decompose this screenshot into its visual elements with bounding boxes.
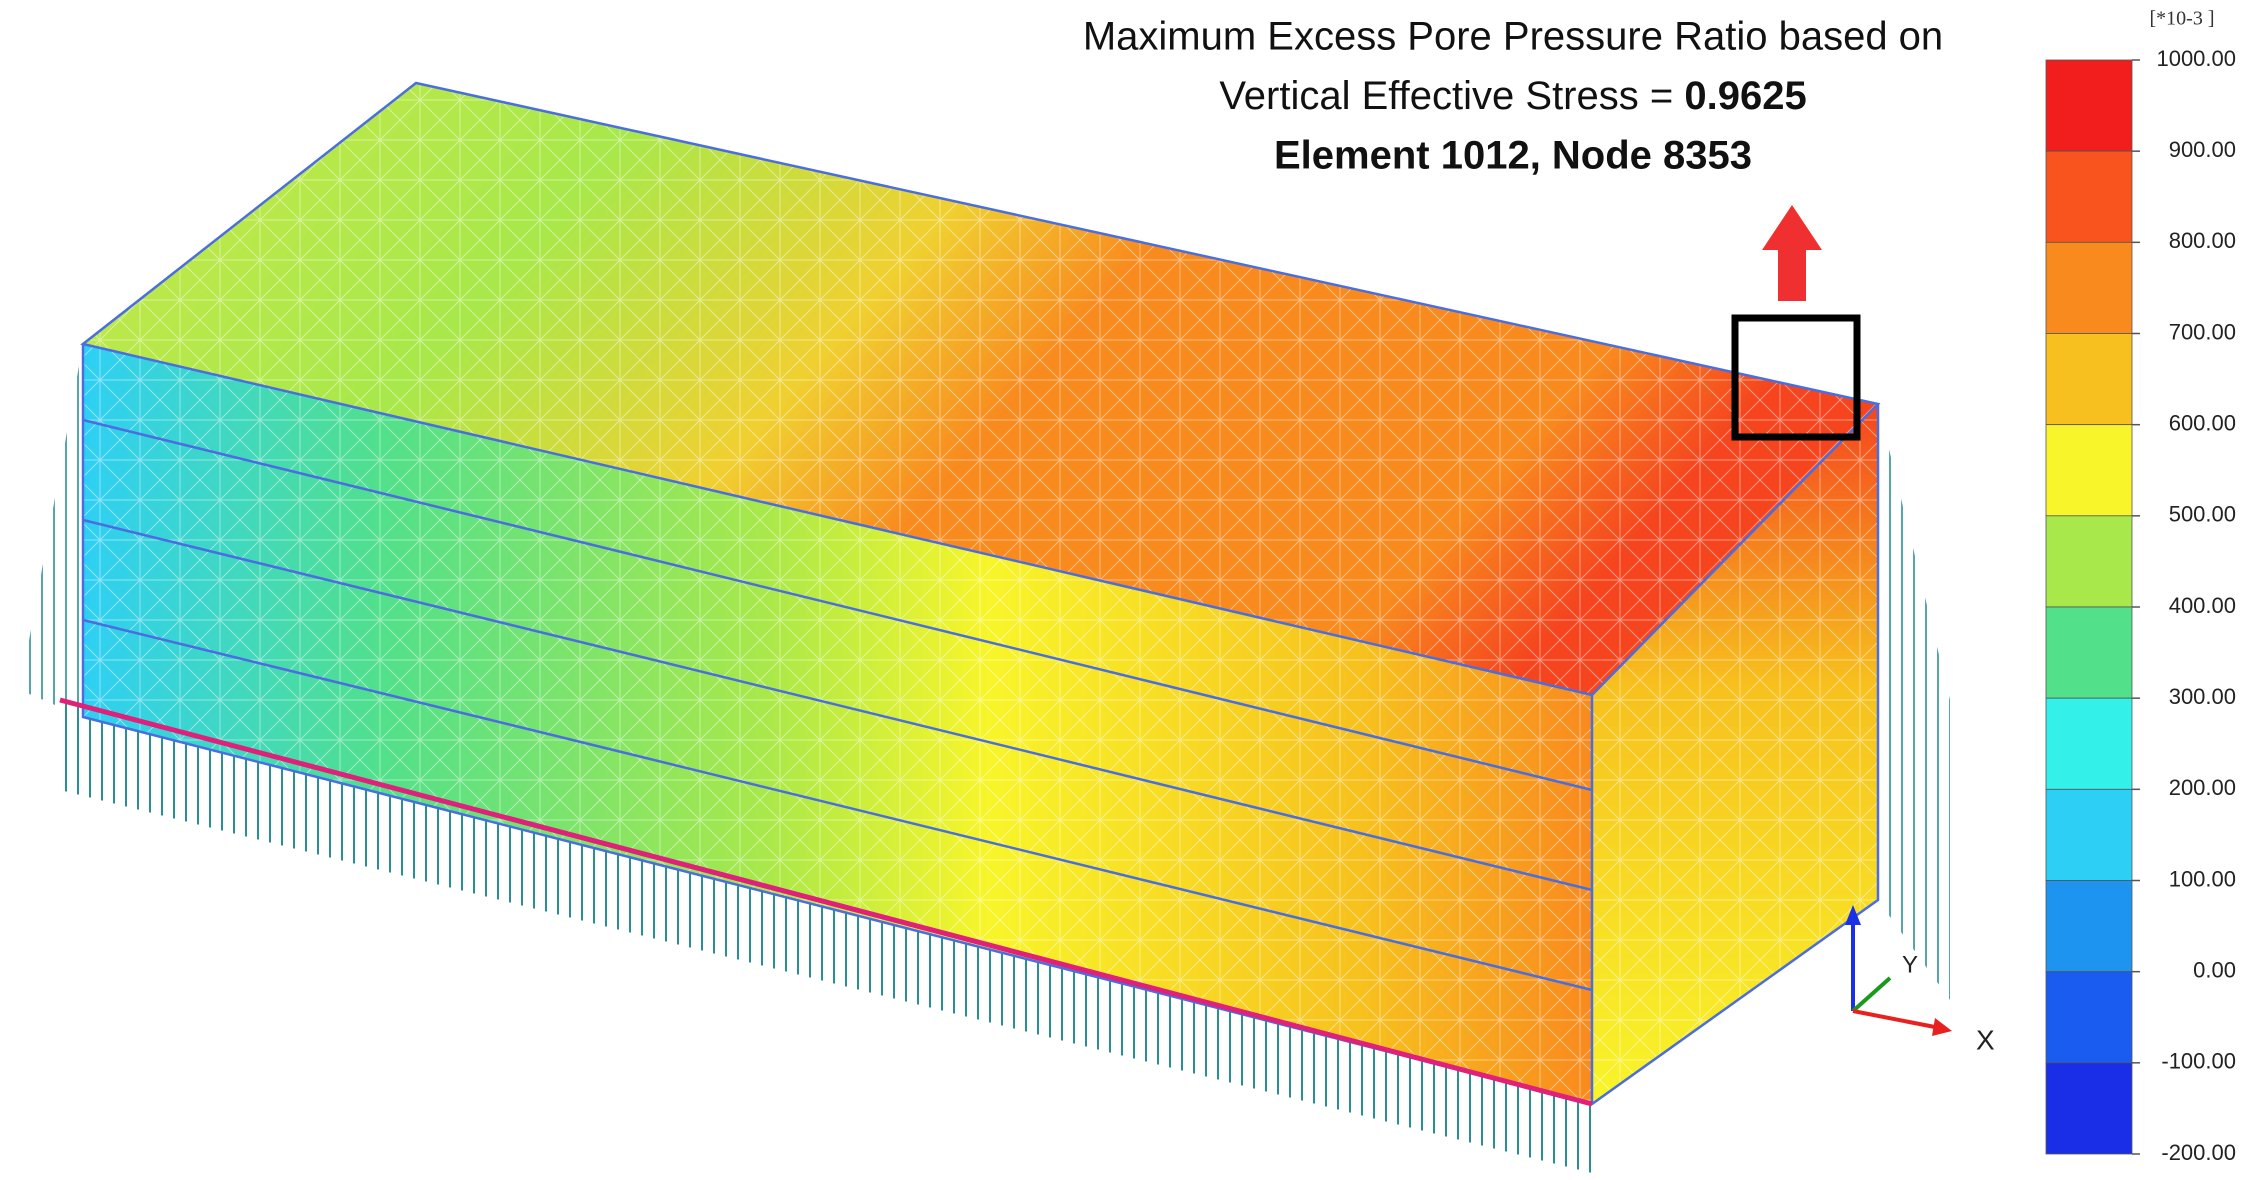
axis-label: X	[1976, 1024, 1995, 1055]
legend-label: 600.00	[2169, 410, 2236, 435]
legend-band	[2045, 150, 2133, 243]
arrow	[1762, 205, 1822, 301]
annotation: Maximum Excess Pore Pressure Ratio based…	[1083, 15, 1943, 178]
legend-label: 900.00	[2169, 137, 2236, 162]
legend-band	[2045, 424, 2133, 517]
legend-band	[2045, 606, 2133, 699]
legend-label: 300.00	[2169, 684, 2236, 709]
legend-band	[2045, 880, 2133, 973]
legend-label: -200.00	[2161, 1140, 2236, 1165]
legend-label: 1000.00	[2156, 46, 2236, 71]
annotation-line: Vertical Effective Stress = 0.9625	[1219, 74, 1806, 118]
annotation-line: Element 1012, Node 8353	[1274, 134, 1752, 178]
legend-band	[2045, 788, 2133, 881]
annotation-line: Maximum Excess Pore Pressure Ratio based…	[1083, 15, 1943, 59]
mesh	[83, 344, 1592, 1104]
load-line	[59, 697, 1593, 1107]
legend-label: -100.00	[2161, 1049, 2236, 1074]
supports	[60, 700, 1600, 1175]
axis-label: Y	[1902, 951, 1918, 978]
legend-band	[2045, 241, 2133, 334]
mesh	[1592, 404, 1878, 1104]
highlight-box	[1731, 314, 1861, 441]
legend-label: 200.00	[2169, 775, 2236, 800]
legend-label: 100.00	[2169, 866, 2236, 891]
legend-band	[2045, 1062, 2133, 1155]
legend-label: 500.00	[2169, 502, 2236, 527]
annotation-text: Vertical Effective Stress =	[1219, 74, 1684, 118]
supports	[20, 344, 83, 717]
legend-band	[2045, 333, 2133, 426]
legend-band	[2045, 515, 2133, 608]
legend: [*10-3 ] 1000.00 900.00 800.00 700.00 600.00…	[2045, 8, 2236, 1165]
annotation-value: 0.9625	[1684, 74, 1806, 118]
supports	[1878, 404, 1950, 1000]
legend-label: 700.00	[2169, 319, 2236, 344]
legend-band	[2045, 971, 2133, 1064]
legend-band	[2045, 59, 2133, 152]
legend-unit: [*10-3 ]	[2150, 8, 2215, 30]
mesh	[83, 83, 1878, 695]
legend-band	[2045, 697, 2133, 790]
legend-label: 800.00	[2169, 228, 2236, 253]
triad: X Y	[1845, 905, 1995, 1055]
legend-label: 0.00	[2193, 957, 2236, 982]
edges	[80, 81, 1881, 1106]
legend-label: 400.00	[2169, 593, 2236, 618]
model	[20, 81, 1950, 1175]
